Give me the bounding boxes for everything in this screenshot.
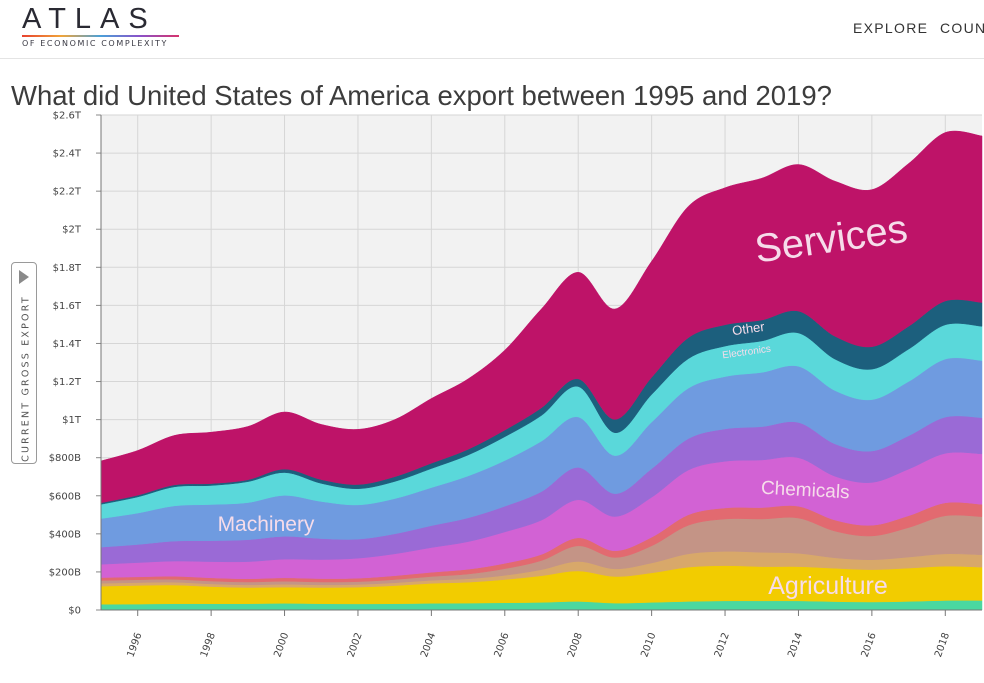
- area-label-machinery: Machinery: [218, 513, 315, 536]
- logo-subtitle: OF ECONOMIC COMPLEXITY: [22, 39, 168, 48]
- area-label-chemicals: Chemicals: [760, 478, 850, 504]
- area-label-other: Other: [731, 319, 766, 338]
- logo-color-bar: [22, 35, 179, 37]
- area-label-agriculture: Agriculture: [768, 572, 888, 600]
- y-tick-label: $2T: [62, 225, 82, 236]
- x-tick-label: 2002: [346, 631, 365, 659]
- x-tick-label: 2014: [786, 631, 805, 659]
- x-tick-label: 2016: [860, 631, 879, 659]
- atlas-logo[interactable]: ATLAS OF ECONOMIC COMPLEXITY: [22, 4, 179, 48]
- page-title: What did United States of America export…: [11, 80, 832, 111]
- y-tick-label: $1T: [62, 415, 82, 426]
- x-tick-label: 1996: [125, 631, 144, 659]
- y-tick-label: $2.6T: [53, 111, 82, 122]
- area-series-services: [100, 130, 983, 504]
- measure-toggle-label: CURRENT GROSS EXPORT: [20, 295, 32, 462]
- x-tick-label: 2012: [713, 631, 732, 659]
- y-tick-label: $2.2T: [53, 187, 82, 198]
- y-tick-label: $0: [68, 606, 81, 617]
- measure-toggle-button[interactable]: CURRENT GROSS EXPORT: [11, 262, 37, 464]
- y-tick-label: $800B: [49, 453, 81, 464]
- y-tick-label: $400B: [49, 529, 81, 540]
- x-tick-label: 2008: [566, 631, 585, 659]
- y-tick-label: $1.8T: [53, 263, 82, 274]
- site-header: ATLAS OF ECONOMIC COMPLEXITY EXPLORE COU…: [0, 0, 984, 59]
- play-arrow-icon: [19, 270, 29, 284]
- y-tick-label: $1.4T: [53, 339, 82, 350]
- y-tick-label: $600B: [49, 491, 81, 502]
- y-tick-label: $1.2T: [53, 377, 82, 388]
- x-tick-label: 2000: [272, 631, 291, 659]
- x-tick-label: 2010: [639, 631, 658, 659]
- y-tick-label: $2.4T: [53, 149, 82, 160]
- x-tick-label: 2006: [493, 631, 512, 659]
- y-tick-label: $1.6T: [53, 301, 82, 312]
- y-tick-label: $200B: [49, 567, 81, 578]
- logo-title: ATLAS: [22, 3, 157, 35]
- nav-countries[interactable]: COUNT: [940, 20, 984, 36]
- nav-explore[interactable]: EXPLORE: [853, 20, 929, 36]
- x-tick-label: 2018: [933, 631, 952, 659]
- x-tick-label: 2004: [419, 631, 438, 659]
- x-tick-label: 1998: [199, 631, 218, 659]
